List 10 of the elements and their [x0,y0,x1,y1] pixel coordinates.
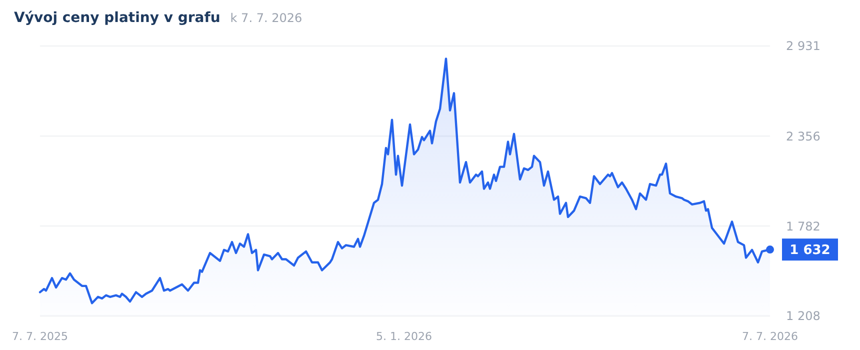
x-tick-label: 7. 7. 2025 [12,330,68,343]
x-tick-label: 7. 7. 2026 [742,330,798,343]
annotation: 1 632 [790,243,830,258]
x-tick-label: 5. 1. 2026 [376,330,432,343]
y-tick-label: 1 782 [786,219,820,234]
chart-subtitle: k 7. 7. 2026 [230,11,302,25]
y-tick-label: 1 208 [786,309,820,324]
y-tick-label: 2 356 [786,129,820,144]
y-tick-label: 2 931 [786,39,820,54]
chart-title: Vývoj ceny platiny v grafu [14,10,220,26]
